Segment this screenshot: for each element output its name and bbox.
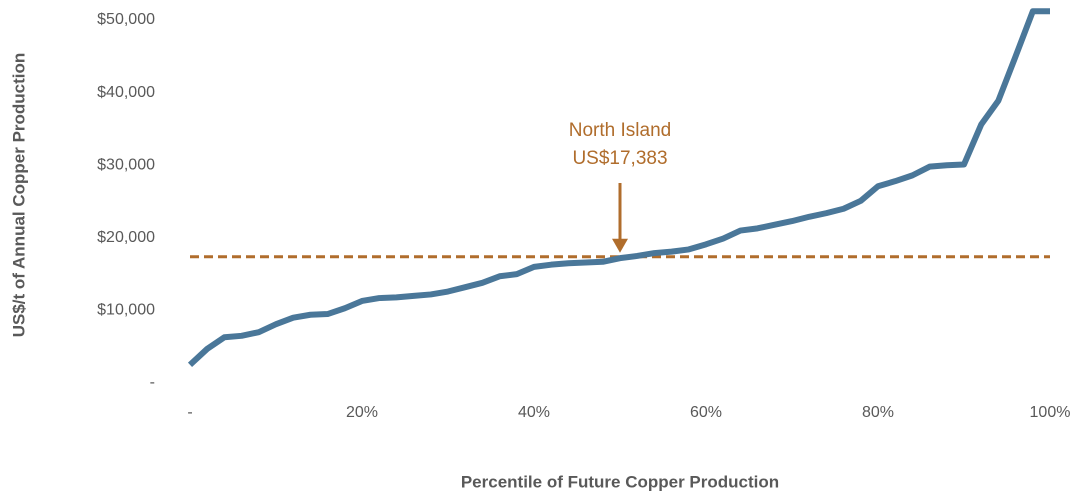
annotation-label: North Island [569, 120, 671, 141]
y-tick-label: $30,000 [97, 156, 155, 173]
x-axis-title: Percentile of Future Copper Production [461, 472, 779, 491]
y-tick-label: $10,000 [97, 302, 155, 319]
line [187, 8, 1050, 368]
annotation-label: US$17,383 [572, 148, 667, 169]
x-tick-label: 60% [690, 404, 722, 421]
x-tick-label: 20% [346, 404, 378, 421]
y-axis-title: US$/t of Annual Copper Production [9, 53, 28, 338]
arrow-head [612, 238, 628, 253]
x-tick-label: 80% [862, 404, 894, 421]
x-tick-label: - [187, 404, 192, 421]
y-tick-label: $50,000 [97, 11, 155, 28]
y-tick-label: - [150, 374, 155, 391]
x-tick-label: 40% [518, 404, 550, 421]
y-tick-label: $20,000 [97, 229, 155, 246]
y-tick-label: $40,000 [97, 84, 155, 101]
x-tick-label: 100% [1030, 404, 1071, 421]
